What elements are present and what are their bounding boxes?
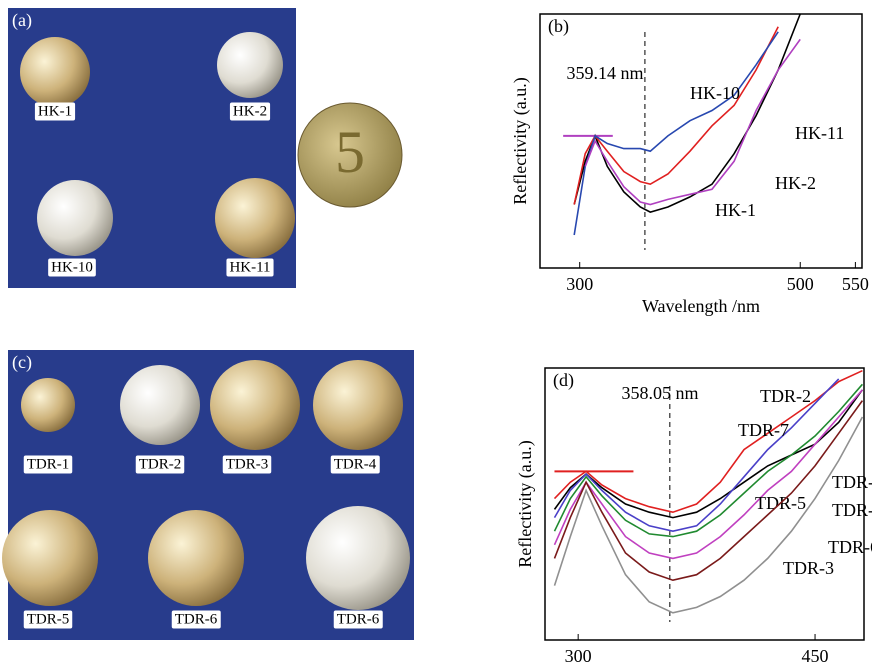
pearl (313, 360, 403, 450)
series-line (574, 27, 778, 205)
pearl-label: TDR-6 (337, 611, 380, 627)
series-label: HK-10 (690, 83, 740, 103)
pearl-label: HK-10 (51, 259, 93, 275)
y-axis-label: Reflectivity (a.u.) (515, 440, 536, 567)
pearl (120, 365, 200, 445)
marker-label: 359.14 nm (566, 63, 643, 83)
x-axis-label: Wavelength /nm (642, 296, 760, 316)
pearl-label: HK-11 (229, 259, 270, 275)
series-label: TDR-6 (828, 537, 872, 557)
pearl-label: TDR-5 (27, 611, 70, 627)
pearl (210, 360, 300, 450)
pearl (306, 506, 410, 610)
pearl-label: TDR-1 (27, 456, 70, 472)
pearl-label: TDR-4 (334, 456, 377, 472)
pearl-label: HK-2 (233, 103, 267, 119)
x-tick-label: 550 (842, 274, 869, 294)
marker-label: 358.05 nm (621, 383, 698, 403)
pearl (215, 178, 295, 258)
pearl-label: TDR-6 (175, 611, 218, 627)
pearl (21, 378, 75, 432)
series-line (555, 390, 863, 559)
pearl (20, 37, 90, 107)
series-line (574, 14, 800, 212)
series-line (555, 401, 863, 581)
series-label: HK-2 (775, 173, 816, 193)
series-label: TDR-7 (738, 420, 789, 440)
series-label: TDR-2 (760, 386, 811, 406)
panel-label: (b) (548, 16, 569, 37)
pearl (37, 180, 113, 256)
series-label: TDR-3 (783, 558, 834, 578)
panel-label: (d) (553, 370, 574, 391)
pearl-label: TDR-3 (226, 456, 269, 472)
series-label: HK-1 (715, 200, 756, 220)
x-tick-label: 300 (565, 646, 592, 666)
series-line (555, 371, 863, 513)
page: 5 (a) (c) HK-1 HK-2 HK-10 HK-11 TDR-1 TDR-2 TD… (0, 0, 872, 666)
series-label: HK-11 (795, 123, 844, 143)
series-line (555, 384, 863, 536)
pearl (148, 510, 244, 606)
series-label: TDR-4 (832, 500, 872, 520)
pearl (217, 32, 283, 98)
pearl (2, 510, 98, 606)
x-tick-label: 500 (787, 274, 814, 294)
panel-label: (c) (12, 352, 32, 373)
series-label: TDR-1 (832, 472, 872, 492)
pearl-label: HK-1 (38, 103, 72, 119)
series-line (555, 390, 863, 518)
y-axis-label: Reflectivity (a.u.) (510, 77, 531, 204)
x-tick-label: 300 (566, 274, 593, 294)
pearl-label: TDR-2 (139, 456, 182, 472)
coin-mark: 5 (335, 119, 365, 185)
figure: 5 (a) (c) HK-1 HK-2 HK-10 HK-11 TDR-1 TDR-2 TD… (0, 0, 872, 666)
x-tick-label: 450 (802, 646, 829, 666)
panel-label: (a) (12, 10, 32, 31)
